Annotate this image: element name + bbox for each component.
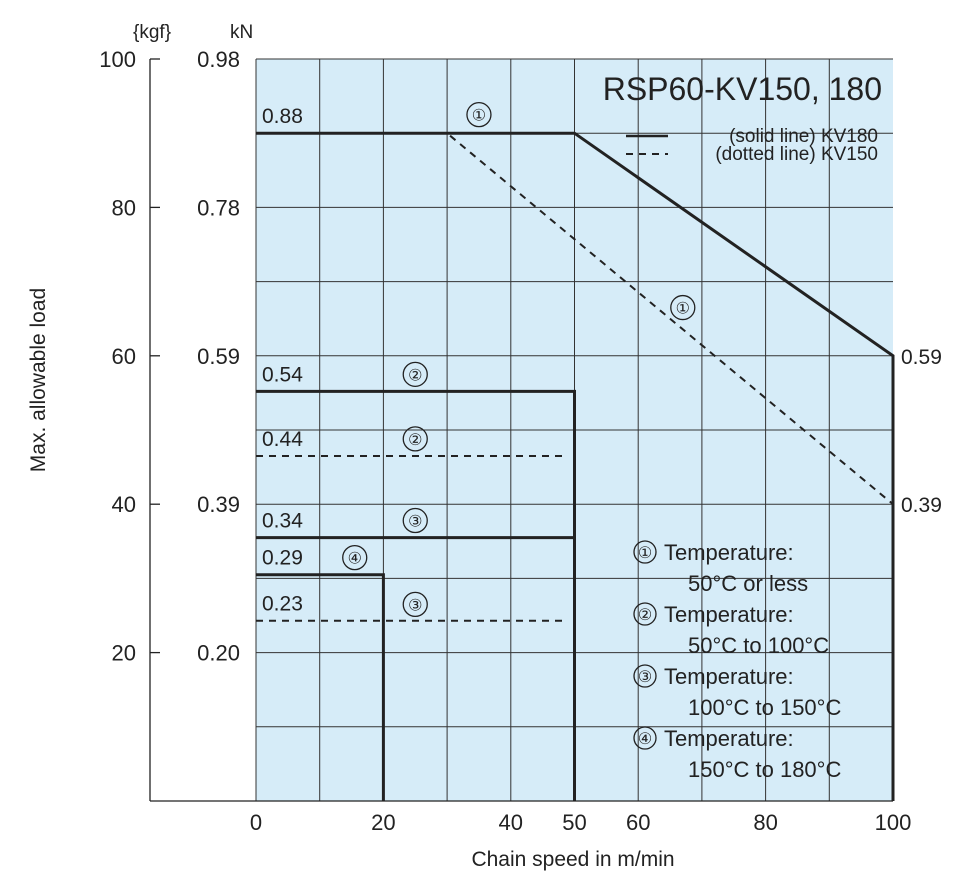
note-marker-circle bbox=[633, 664, 657, 688]
y-tick-label-kn: 0.78 bbox=[197, 195, 240, 220]
note-line: 100°C to 150°C bbox=[688, 695, 841, 720]
note-line: Temperature: bbox=[664, 602, 794, 627]
note-marker: ② bbox=[638, 607, 652, 624]
y-tick-label-kn: 0.59 bbox=[197, 344, 240, 369]
y-unit-kgf: {kgf} bbox=[133, 22, 171, 43]
note-marker: ④ bbox=[638, 731, 652, 748]
y-tick-label-kn: 0.98 bbox=[197, 47, 240, 72]
curve-marker-circle bbox=[402, 426, 428, 452]
series-start-label: 0.44 bbox=[262, 428, 303, 451]
chart-title: RSP60-KV150, 180 bbox=[603, 71, 882, 107]
temperature-notes: ① Temperature: 50°C or less ② Temperature: 50… bbox=[633, 540, 841, 782]
curve-marker: ③ bbox=[408, 597, 422, 614]
series-line-kv180-4 bbox=[256, 573, 385, 801]
note-marker-circle bbox=[633, 726, 657, 750]
note-line: Temperature: bbox=[664, 540, 794, 565]
note-line: Temperature: bbox=[664, 726, 794, 751]
x-tick-label: 100 bbox=[875, 810, 912, 835]
series-start-label: 0.29 bbox=[262, 547, 303, 570]
curve-marker-circle bbox=[342, 544, 368, 571]
y-tick-label-kn: 0.20 bbox=[197, 641, 240, 666]
value-labels: 0.88 0.59 0.39 0.54 0.44 0.34 0.29 0.23 ① ① ② ② ③ ④ ③ bbox=[262, 102, 942, 618]
y-tick-label-kgf: 80 bbox=[112, 195, 136, 220]
curve-marker: ① bbox=[676, 301, 690, 318]
y-tick-label-kgf: 40 bbox=[112, 492, 136, 517]
series-lines bbox=[256, 131, 895, 801]
curve-marker: ② bbox=[408, 432, 422, 449]
y-unit-kn: kN bbox=[230, 22, 253, 43]
note-line: Temperature: bbox=[664, 664, 794, 689]
curve-marker: ④ bbox=[348, 551, 362, 568]
series-start-label: 0.23 bbox=[262, 593, 303, 616]
curve-marker-circle bbox=[402, 361, 428, 388]
note-marker-circle bbox=[633, 540, 657, 564]
x-tick-label: 50 bbox=[562, 810, 586, 835]
x-tick-label: 0 bbox=[250, 810, 262, 835]
axes: 20 0.20 40 0.39 60 0.59 80 0.78 100 0.98 0 20 40 50 60… bbox=[99, 47, 911, 835]
series-line-kv180-2 bbox=[256, 389, 576, 801]
y-tick-label-kn: 0.39 bbox=[197, 492, 240, 517]
curve-marker: ② bbox=[408, 367, 422, 384]
y-tick-label-kgf: 20 bbox=[112, 641, 136, 666]
legend-entry-label: (dotted line) KV150 bbox=[715, 144, 878, 165]
legend-entry-label: (solid line) KV180 bbox=[729, 126, 878, 147]
series-end-label: 0.59 bbox=[901, 346, 942, 369]
curve-marker-circle bbox=[466, 102, 492, 128]
x-tick-label: 20 bbox=[371, 810, 395, 835]
series-end-label: 0.39 bbox=[901, 494, 942, 517]
note-line: 50°C to 100°C bbox=[688, 633, 829, 658]
x-tick-label: 40 bbox=[499, 810, 523, 835]
note-marker-circle bbox=[633, 602, 657, 626]
y-axis-title: Max. allowable load bbox=[27, 288, 50, 472]
curve-marker: ③ bbox=[408, 514, 422, 531]
series-start-label: 0.54 bbox=[262, 363, 303, 386]
note-marker: ③ bbox=[638, 669, 652, 686]
y-tick-label-kgf: 100 bbox=[99, 47, 136, 72]
note-line: 50°C or less bbox=[688, 571, 808, 596]
note-line: 150°C to 180°C bbox=[688, 757, 841, 782]
legend: (solid line) KV180(dotted line) KV150 bbox=[626, 126, 878, 165]
curve-marker-circle bbox=[402, 507, 428, 534]
x-axis-title: Chain speed in m/min bbox=[471, 848, 674, 871]
series-start-label: 0.34 bbox=[262, 510, 303, 533]
series-line-kv150-1 bbox=[256, 132, 894, 801]
x-tick-label: 60 bbox=[626, 810, 650, 835]
curve-marker-circle bbox=[670, 294, 696, 321]
note-marker: ① bbox=[638, 545, 652, 562]
curve-marker-circle bbox=[402, 591, 428, 618]
x-tick-label: 80 bbox=[753, 810, 777, 835]
curve-marker: ① bbox=[472, 108, 486, 125]
y-tick-label-kgf: 60 bbox=[112, 344, 136, 369]
series-start-label: 0.88 bbox=[262, 105, 303, 128]
